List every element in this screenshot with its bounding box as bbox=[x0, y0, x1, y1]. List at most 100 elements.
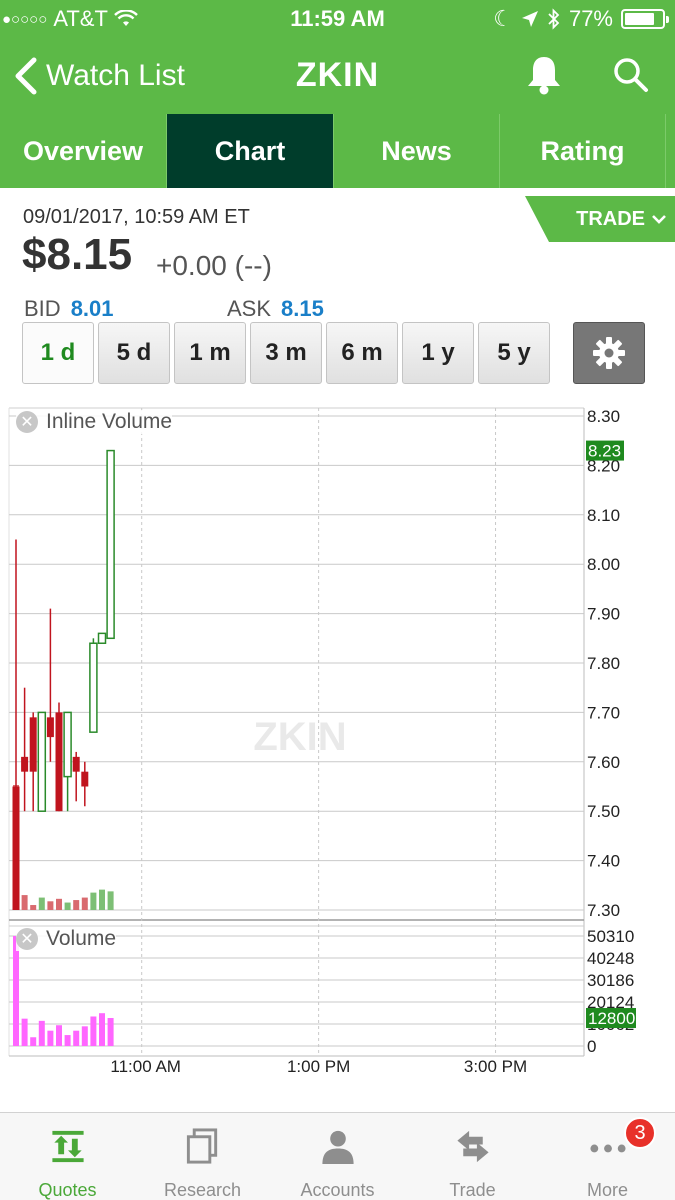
tab-rating[interactable]: Rating bbox=[500, 114, 666, 188]
tabbar-item-trade[interactable]: Trade bbox=[405, 1113, 540, 1200]
tabbar-item-quotes[interactable]: Quotes bbox=[0, 1113, 135, 1200]
volume-bar bbox=[38, 1020, 45, 1046]
tabbar-label-more: More bbox=[586, 1180, 628, 1200]
ask-value: 8.15 bbox=[281, 296, 324, 321]
gear-icon bbox=[593, 337, 625, 369]
bell-icon[interactable] bbox=[524, 54, 564, 96]
inline-volume-label: Inline Volume bbox=[46, 410, 173, 433]
tab-news[interactable]: News bbox=[334, 114, 500, 188]
last-price-tag-label: 8.23 bbox=[588, 442, 621, 461]
status-right: ☾ 77% bbox=[493, 6, 669, 32]
bid-value: 8.01 bbox=[70, 296, 114, 321]
tabbar-label-trade: Trade bbox=[449, 1180, 496, 1200]
candle-body bbox=[81, 771, 89, 787]
y-tick-label: 7.40 bbox=[587, 852, 620, 871]
status-time: 11:59 AM bbox=[290, 6, 385, 31]
tabbar-label-quotes: Quotes bbox=[38, 1180, 97, 1200]
chart-watermark: ZKIN bbox=[253, 715, 346, 759]
volume-bar bbox=[21, 1018, 28, 1046]
inline-volume-bar bbox=[90, 892, 97, 910]
volume-bar bbox=[56, 1025, 62, 1046]
battery-percent: 77% bbox=[568, 6, 613, 31]
back-button[interactable]: Watch List bbox=[12, 56, 185, 96]
inline-volume-bar bbox=[99, 889, 105, 910]
y-tick-label: 8.30 bbox=[587, 407, 620, 426]
range-3m-button[interactable]: 3 m bbox=[250, 322, 322, 384]
y-tick-label: 7.50 bbox=[587, 802, 620, 821]
range-1m-button[interactable]: 1 m bbox=[174, 322, 246, 384]
range-1d-button[interactable]: 1 d bbox=[22, 322, 94, 384]
volume-label: Volume bbox=[46, 927, 117, 950]
tabbar-label-accounts: Accounts bbox=[300, 1180, 375, 1200]
status-left: ●○○○○ AT&T bbox=[2, 6, 138, 32]
wifi-icon bbox=[114, 10, 138, 26]
trade-button[interactable]: TRADE bbox=[525, 196, 675, 242]
inline-volume-bar bbox=[47, 901, 54, 910]
ask-group: ASK 8.15 bbox=[227, 296, 324, 322]
x-tick-label: 11:00 AM bbox=[110, 1057, 181, 1076]
candle-body bbox=[89, 642, 98, 733]
close-volume-icon[interactable]: ✕ bbox=[16, 928, 38, 950]
chevron-down-icon bbox=[652, 215, 666, 224]
inline-volume-bar bbox=[56, 898, 62, 910]
volume-bar bbox=[90, 1016, 97, 1046]
inline-volume-bar bbox=[73, 900, 80, 910]
signal-icon: ●○○○○ bbox=[2, 10, 48, 28]
tabbar-item-accounts[interactable]: Accounts bbox=[270, 1113, 405, 1200]
volume-bar bbox=[13, 936, 19, 1046]
trade-icon bbox=[456, 1130, 489, 1163]
inline-volume-bar bbox=[107, 891, 114, 910]
moon-icon: ☾ bbox=[493, 6, 513, 31]
candle-body bbox=[55, 712, 63, 812]
accounts-icon bbox=[321, 1130, 354, 1165]
volume-bar bbox=[81, 1026, 88, 1046]
volume-bar bbox=[64, 1035, 71, 1046]
x-tick-label: 3:00 PM bbox=[464, 1057, 527, 1076]
volume-tick-label: 50310 bbox=[587, 927, 634, 946]
last-price: $8.15 bbox=[22, 230, 133, 279]
tab-chart[interactable]: Chart bbox=[167, 114, 334, 188]
last-price-tag bbox=[586, 440, 624, 461]
candle-body bbox=[12, 786, 20, 910]
quote-timestamp: 09/01/2017, 10:59 AM ET bbox=[23, 206, 250, 228]
candle-body bbox=[106, 449, 115, 640]
volume-bar bbox=[107, 1018, 114, 1046]
back-label: Watch List bbox=[46, 59, 185, 92]
research-icon bbox=[186, 1128, 217, 1164]
candle-body bbox=[97, 632, 107, 644]
candle-body bbox=[46, 717, 54, 738]
range-5y-button[interactable]: 5 y bbox=[478, 322, 550, 384]
status-bar: ●○○○○ AT&T 11:59 AM ☾ 77% bbox=[0, 0, 675, 38]
last-volume-tag bbox=[586, 1008, 636, 1029]
y-tick-label: 7.70 bbox=[587, 703, 620, 722]
nav-bar: Watch List ZKIN bbox=[0, 38, 675, 114]
range-5d-button[interactable]: 5 d bbox=[98, 322, 170, 384]
tabbar-item-research[interactable]: Research bbox=[135, 1113, 270, 1200]
volume-bar bbox=[73, 1030, 80, 1046]
chart-settings-button[interactable] bbox=[573, 322, 645, 384]
volume-bar bbox=[99, 1013, 105, 1046]
range-1y-button[interactable]: 1 y bbox=[402, 322, 474, 384]
tabbar-label-research: Research bbox=[163, 1180, 242, 1200]
tabbar-item-more[interactable]: More 3 bbox=[540, 1113, 675, 1200]
bluetooth-icon bbox=[548, 8, 560, 30]
inline-volume-bar bbox=[21, 895, 28, 910]
y-tick-label: 8.10 bbox=[587, 506, 620, 525]
volume-bar bbox=[47, 1030, 54, 1046]
inline-volume-bar bbox=[64, 902, 71, 910]
search-icon[interactable] bbox=[611, 54, 651, 96]
range-6m-button[interactable]: 6 m bbox=[326, 322, 398, 384]
tab-overview[interactable]: Overview bbox=[0, 114, 167, 188]
bid-label: BID bbox=[24, 296, 61, 321]
segment-tabs: Overview Chart News Rating bbox=[0, 114, 675, 188]
trade-label: TRADE bbox=[576, 207, 645, 230]
close-inline-volume-icon[interactable]: ✕ bbox=[16, 411, 38, 433]
more-icon bbox=[589, 1144, 626, 1153]
volume-tick-label: 40248 bbox=[587, 949, 634, 968]
price-chart[interactable]: 11:00 AM 1:00 PM 3:00 PM 8.30 8.20 8.10 8.00 7.… bbox=[0, 400, 675, 1080]
chevron-left-icon bbox=[15, 57, 37, 95]
y-tick-label: 7.80 bbox=[587, 654, 620, 673]
candle-body bbox=[21, 756, 29, 772]
candle-body bbox=[63, 711, 72, 778]
